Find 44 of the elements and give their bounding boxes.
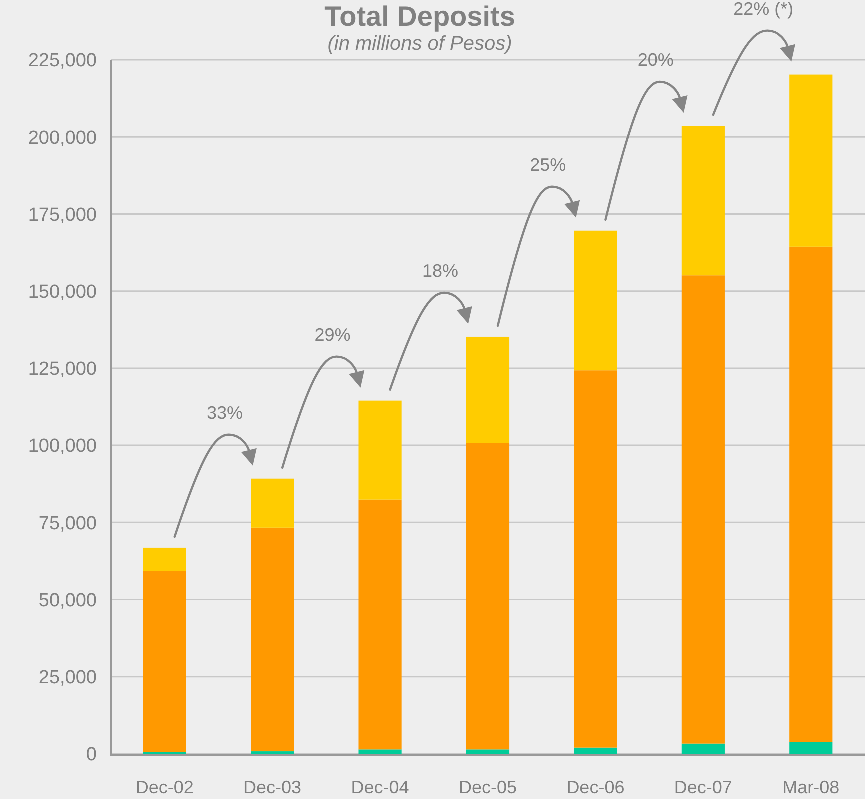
x-tick-label: Mar-08 [782,777,840,798]
x-tick-label: Dec-02 [136,777,194,798]
y-tick-label: 100,000 [28,436,97,458]
y-tick-label: 75,000 [38,513,97,534]
annotation: 33% [207,402,244,423]
annotation: 20% [638,50,674,70]
bar [682,276,725,744]
bar [682,126,725,276]
y-tick-label: 125,000 [28,359,97,380]
bar [466,750,510,754]
bar [358,500,402,750]
bar [574,748,618,754]
bar [358,750,402,754]
annotation: 18% [422,260,458,281]
x-tick-label: Dec-03 [244,777,302,798]
y-tick-label: 0 [86,744,97,766]
chart-title: Total Deposits [324,1,516,32]
x-tick-label: Dec-06 [566,777,625,798]
y-tick-label: 150,000 [28,282,97,303]
y-tick-label: 50,000 [38,590,97,612]
bar [790,246,833,742]
y-tick-label: 225,000 [28,50,97,72]
text: 22% (*) [734,0,794,19]
bar [790,74,833,247]
annotation: 25% [530,154,566,175]
y-tick-label: 25,000 [38,668,97,689]
bar [790,742,833,754]
annotation: 29% [314,324,351,345]
bar [574,230,618,371]
bar [143,571,186,752]
x-tick-label: Dec-05 [458,777,518,798]
bar [358,400,402,500]
chart-subtitle: (in millions of Pesos) [328,33,512,55]
x-tick-label: Dec-07 [674,777,732,798]
bar [466,336,510,444]
bar [466,443,510,750]
bar [574,370,618,748]
bar [682,744,725,754]
bar [143,548,186,572]
bar [251,478,294,528]
y-tick-label: 175,000 [28,204,97,226]
y-tick-label: 200,000 [28,128,97,149]
bar [251,528,294,752]
x-tick-label: Dec-04 [351,777,410,798]
